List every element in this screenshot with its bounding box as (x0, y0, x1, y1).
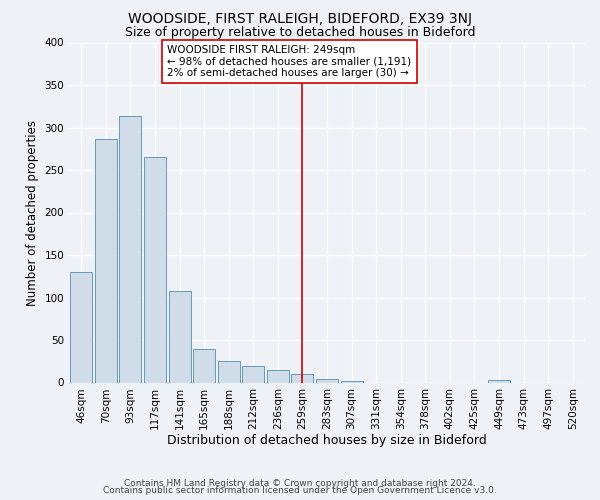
Bar (193, 348, 215, 382)
Bar (267, 370, 289, 382)
Text: Size of property relative to detached houses in Bideford: Size of property relative to detached ho… (125, 26, 475, 39)
Text: Contains public sector information licensed under the Open Government Licence v3: Contains public sector information licen… (103, 486, 497, 495)
Text: WOODSIDE FIRST RALEIGH: 249sqm
← 98% of detached houses are smaller (1,191)
2% o: WOODSIDE FIRST RALEIGH: 249sqm ← 98% of … (167, 45, 412, 78)
Bar (144, 157, 166, 382)
Bar (292, 374, 313, 382)
Bar (169, 290, 191, 382)
Bar (218, 361, 240, 382)
Bar (70, 272, 92, 382)
Bar (95, 138, 117, 382)
Bar (341, 381, 362, 382)
Bar (119, 116, 142, 382)
Text: WOODSIDE, FIRST RALEIGH, BIDEFORD, EX39 3NJ: WOODSIDE, FIRST RALEIGH, BIDEFORD, EX39 … (128, 12, 472, 26)
Bar (242, 366, 265, 382)
Y-axis label: Number of detached properties: Number of detached properties (26, 120, 39, 306)
Text: Contains HM Land Registry data © Crown copyright and database right 2024.: Contains HM Land Registry data © Crown c… (124, 478, 476, 488)
X-axis label: Distribution of detached houses by size in Bideford: Distribution of detached houses by size … (167, 434, 487, 446)
Bar (488, 380, 510, 382)
Bar (316, 379, 338, 382)
